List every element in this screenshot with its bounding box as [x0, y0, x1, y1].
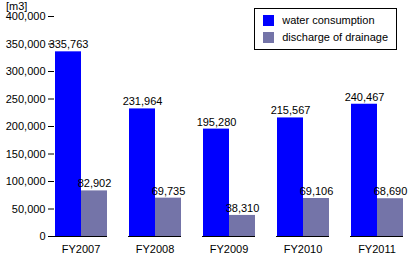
svg-text:50,000: 50,000: [12, 203, 46, 215]
svg-text:FY2007: FY2007: [62, 243, 101, 255]
svg-text:400,000: 400,000: [5, 10, 46, 22]
svg-text:300,000: 300,000: [6, 65, 46, 77]
svg-text:68,690: 68,690: [374, 185, 408, 197]
svg-text:FY2009: FY2009: [210, 243, 249, 255]
svg-text:82,902: 82,902: [78, 177, 112, 189]
svg-text:100,000: 100,000: [6, 175, 46, 187]
svg-text:69,106: 69,106: [300, 185, 334, 197]
svg-text:250,000: 250,000: [6, 93, 46, 105]
html-text:water consumption: water consumption: [282, 14, 375, 26]
svg-text:FY2010: FY2010: [284, 243, 323, 255]
svg-text:38,310: 38,310: [226, 202, 260, 214]
svg-text:335,763: 335,763: [49, 38, 89, 50]
svg-text:0: 0: [39, 230, 45, 242]
svg-text:195,280: 195,280: [197, 116, 237, 128]
svg-text:350,000: 350,000: [6, 38, 46, 50]
svg-text:150,000: 150,000: [6, 148, 46, 160]
svg-text:200,000: 200,000: [6, 120, 46, 132]
svg-text:69,735: 69,735: [152, 185, 186, 197]
svg-text:215,567: 215,567: [271, 104, 311, 116]
svg-text:231,964: 231,964: [123, 95, 163, 107]
html-text:[m3]: [m3]: [6, 0, 28, 12]
svg-text:FY2008: FY2008: [136, 243, 175, 255]
html-text:discharge of drainage: discharge of drainage: [282, 31, 388, 43]
svg-text:FY2011: FY2011: [358, 243, 396, 255]
svg-text:240,467: 240,467: [345, 91, 385, 103]
